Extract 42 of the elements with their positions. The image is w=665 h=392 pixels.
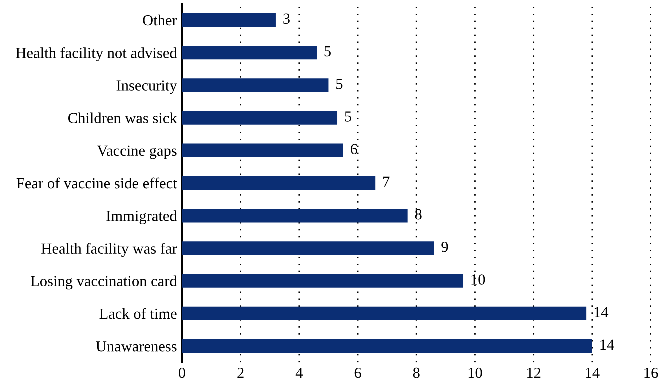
x-tick-label: 0 xyxy=(178,368,186,378)
y-tick-label: Insecurity xyxy=(116,80,178,94)
data-label: 14 xyxy=(600,340,614,350)
data-label: 9 xyxy=(442,242,448,252)
bar xyxy=(182,46,317,60)
x-tick-label: 10 xyxy=(468,368,482,378)
data-label: 7 xyxy=(384,176,390,187)
y-tick-label: Losing vaccination card xyxy=(31,276,178,290)
y-tick-label: Health facility not advised xyxy=(16,47,178,62)
data-label: 10 xyxy=(472,274,486,285)
y-tick-label: Children was sick xyxy=(68,112,178,124)
bar xyxy=(182,111,338,125)
x-tick-label: 12 xyxy=(528,368,541,378)
y-tick-label: Fear of vaccine side effect xyxy=(16,178,178,189)
y-tick-label: Unawareness xyxy=(96,342,177,352)
y-tick-label: Immigrated xyxy=(106,210,178,224)
x-tick-label: 14 xyxy=(586,368,600,378)
bar xyxy=(182,13,276,28)
y-tick-label: Lack of time xyxy=(100,308,177,320)
y-tick-label: Other xyxy=(143,14,178,26)
bar xyxy=(182,209,408,223)
y-tick-label: Vaccine gaps xyxy=(97,146,177,160)
data-label: 5 xyxy=(345,112,352,122)
data-label: 5 xyxy=(336,79,343,90)
bar xyxy=(182,274,464,288)
x-tick-label: 6 xyxy=(354,368,362,378)
y-tick-label: Health facility was far xyxy=(42,243,178,258)
x-tick-label: 16 xyxy=(644,368,658,378)
data-label: 5 xyxy=(324,46,331,57)
x-tick-label: 8 xyxy=(413,368,420,378)
data-label: 14 xyxy=(594,307,609,318)
bar xyxy=(182,339,592,354)
bar xyxy=(182,242,434,256)
bar xyxy=(182,144,344,158)
data-label: 6 xyxy=(350,144,358,154)
data-label: 3 xyxy=(284,14,290,24)
x-tick-label: 4 xyxy=(296,368,303,378)
bar xyxy=(182,78,329,92)
x-tick-label: 2 xyxy=(238,368,244,378)
bar xyxy=(182,176,376,190)
data-label: 8 xyxy=(415,209,422,220)
bar xyxy=(182,306,587,321)
